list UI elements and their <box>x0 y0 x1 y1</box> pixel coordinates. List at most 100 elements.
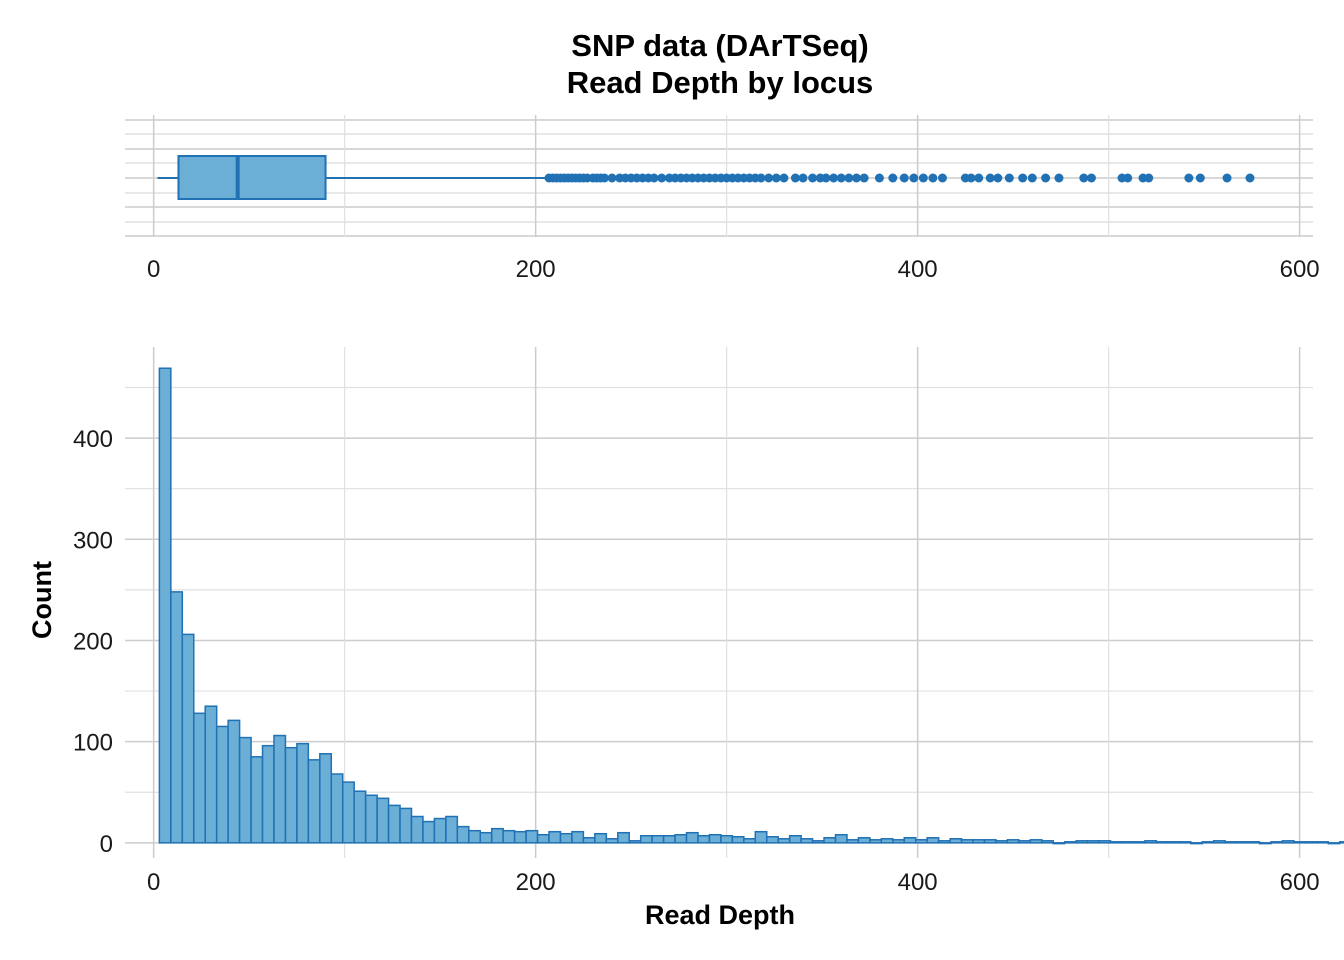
boxplot-outlier-point <box>790 173 800 183</box>
boxplot-outlier-point <box>966 173 976 183</box>
histogram-bar <box>1109 841 1123 844</box>
histogram-bar <box>823 837 837 844</box>
boxplot-x-tick-label: 600 <box>1280 256 1320 283</box>
histogram-bar <box>1327 842 1341 845</box>
histogram-bar <box>410 815 424 844</box>
boxplot-outlier-point <box>829 173 839 183</box>
histogram-x-tick-label: 200 <box>516 869 556 896</box>
boxplot-outlier-point <box>844 173 854 183</box>
histogram-bar <box>1063 841 1077 844</box>
boxplot-outlier-point <box>1245 173 1255 183</box>
boxplot-outlier-point <box>808 173 818 183</box>
histogram-bar <box>364 794 378 844</box>
histogram-bar <box>1224 841 1238 844</box>
boxplot-outlier-point <box>918 173 928 183</box>
boxplot-outlier-point <box>1054 173 1064 183</box>
histogram-bar <box>914 839 928 844</box>
x-axis-title: Read Depth <box>645 900 795 930</box>
histogram-bar <box>330 773 344 844</box>
histogram-y-tick-label: 400 <box>73 426 113 453</box>
boxplot-x-tick-labels: 0 200 400 600 <box>147 256 1320 283</box>
histogram-bar <box>972 839 986 844</box>
histogram-bar <box>468 829 482 844</box>
boxplot-outlier-point <box>599 173 609 183</box>
histogram-bar <box>1098 840 1112 844</box>
histogram-bar <box>445 815 459 844</box>
histogram-bar <box>926 837 940 844</box>
histogram-bar <box>1201 841 1215 844</box>
boxplot-outlier-point <box>771 173 781 183</box>
boxplot-outlier-point <box>1222 173 1232 183</box>
histogram-bar <box>1155 841 1169 844</box>
boxplot-outlier-point <box>1195 173 1205 183</box>
histogram-bar <box>170 591 184 844</box>
histogram-bar <box>628 840 642 844</box>
histogram-bar <box>1235 841 1249 844</box>
histogram-bar <box>777 838 791 844</box>
histogram-bar <box>846 839 860 844</box>
histogram-bars <box>158 367 1344 845</box>
boxplot-outlier-point <box>1086 173 1096 183</box>
boxplot-box <box>177 155 327 200</box>
boxplot-outlier-point <box>909 173 919 183</box>
histogram-bar <box>502 829 516 844</box>
boxplot-outlier-point <box>859 173 869 183</box>
histogram-bar <box>880 838 894 844</box>
histogram-bar <box>617 831 630 844</box>
histogram-bar <box>1212 840 1226 844</box>
chart-title-line-1: SNP data (DArTSeq) <box>571 28 868 63</box>
boxplot-outlier-point <box>649 173 659 183</box>
histogram-bar <box>227 719 241 844</box>
boxplot-outlier-point <box>607 173 617 183</box>
histogram-bar <box>1018 840 1032 844</box>
histogram-bar <box>1258 842 1272 845</box>
histogram-bar <box>892 839 906 844</box>
histogram-bar <box>479 831 493 844</box>
histogram-bar <box>743 838 757 844</box>
histogram-bar <box>215 725 229 844</box>
boxplot-outlier-point <box>928 173 938 183</box>
histogram-bar <box>513 830 527 844</box>
histogram-bar <box>341 781 355 844</box>
histogram-bar <box>273 734 287 844</box>
boxplot-outlier-point <box>1041 173 1051 183</box>
y-axis-title: Count <box>27 561 57 639</box>
histogram-bar <box>697 834 711 844</box>
histogram-bar <box>193 712 206 844</box>
histogram-bar <box>181 633 195 844</box>
histogram-bar <box>983 839 997 844</box>
boxplot-outlier-point <box>764 173 774 183</box>
boxplot-x-tick-label: 0 <box>147 256 160 283</box>
chart-title-line-2: Read Depth by locus <box>567 65 874 100</box>
boxplot-outlier-point <box>1027 173 1037 183</box>
histogram-bar <box>1304 841 1318 844</box>
histogram-y-tick-label: 200 <box>73 628 113 655</box>
boxplot-outlier-point <box>1079 173 1089 183</box>
boxplot-outlier-point <box>937 173 947 183</box>
histogram-bar <box>261 744 275 844</box>
histogram-y-tick-labels: 0 100 200 300 400 <box>73 426 113 858</box>
histogram-bar <box>456 825 470 844</box>
boxplot-outlier-point <box>888 173 898 183</box>
histogram-bar <box>548 830 562 844</box>
histogram-y-tick-label: 100 <box>73 730 113 757</box>
boxplot-x-tick-label: 400 <box>898 256 938 283</box>
boxplot-outlier-point <box>852 173 862 183</box>
histogram-bar <box>594 832 608 844</box>
histogram-bar <box>662 834 676 844</box>
boxplot-outlier-point <box>874 173 884 183</box>
histogram-bar <box>754 830 768 844</box>
boxplot-outlier-point <box>1004 173 1014 183</box>
histogram-bar <box>1121 841 1135 844</box>
histogram-bar <box>1052 842 1066 845</box>
histogram-bar <box>800 838 814 844</box>
histogram-bar <box>1006 839 1020 844</box>
histogram-bar <box>605 838 619 844</box>
boxplot-outlier-point <box>836 173 846 183</box>
histogram-bar <box>639 834 653 844</box>
boxplot-outlier-point <box>993 173 1003 183</box>
histogram-bar <box>765 836 779 844</box>
histogram-bar <box>937 840 951 844</box>
histogram-bar <box>250 756 264 844</box>
